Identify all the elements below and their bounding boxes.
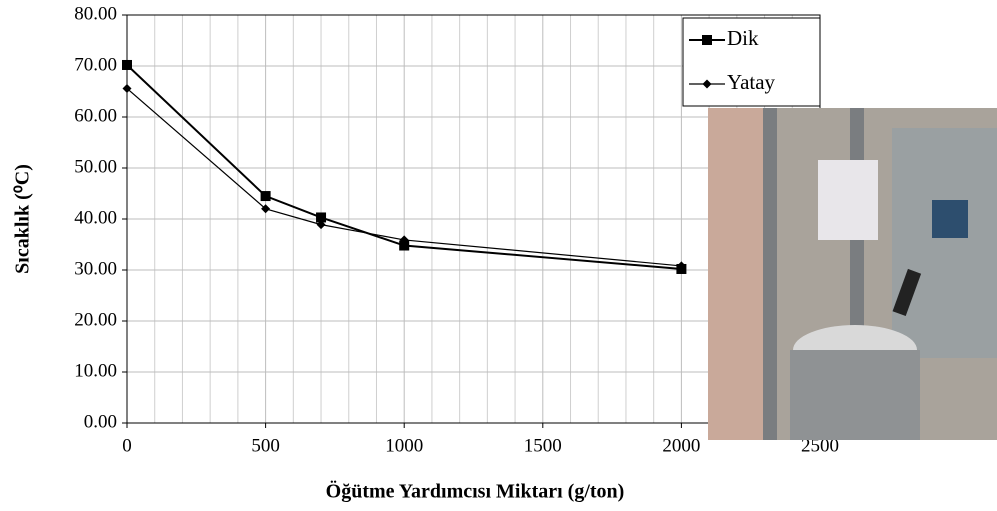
y-axis-label: Sıcaklık (⁰C) — [12, 164, 34, 274]
photo-sample — [818, 160, 878, 240]
point — [316, 220, 326, 230]
legend-marker — [702, 35, 712, 45]
x-tick-label: 2500 — [801, 435, 839, 456]
point — [676, 261, 686, 271]
y-tick-label: 60.00 — [74, 105, 117, 126]
y-tick-label: 30.00 — [74, 258, 117, 279]
point — [122, 59, 132, 70]
x-tick-label: 2000 — [662, 435, 700, 456]
photo-thermometer — [892, 268, 922, 317]
x-tick-label: 1500 — [524, 435, 562, 456]
x-tick-label: 0 — [122, 435, 132, 456]
point — [261, 204, 271, 214]
y-tick-label: 40.00 — [74, 207, 117, 228]
photo-panel — [892, 128, 997, 358]
point — [122, 83, 132, 93]
photo-column — [763, 108, 777, 440]
y-tick-label: 10.00 — [74, 360, 117, 381]
y-tick-label: 80.00 — [74, 3, 117, 24]
x-tick-label: 1000 — [385, 435, 423, 456]
y-tick-label: 20.00 — [74, 309, 117, 330]
y-tick-label: 0.00 — [84, 411, 117, 432]
y-tick-label: 50.00 — [74, 156, 117, 177]
photo-wall — [708, 108, 768, 440]
photo-base — [790, 350, 920, 440]
legend-box — [682, 17, 821, 107]
y-tick-label: 70.00 — [74, 54, 117, 75]
point — [399, 235, 409, 245]
point — [260, 191, 271, 202]
x-axis-label: Öğütme Yardımcısı Miktarı (g/ton) — [326, 480, 625, 503]
point — [316, 212, 327, 223]
legend-marker — [702, 79, 712, 89]
point — [399, 240, 410, 251]
legend-label: Yatay — [727, 70, 776, 94]
photo — [708, 108, 997, 440]
photo-screen — [932, 200, 968, 238]
legend-label: Dik — [727, 26, 759, 50]
x-tick-label: 500 — [251, 435, 280, 456]
